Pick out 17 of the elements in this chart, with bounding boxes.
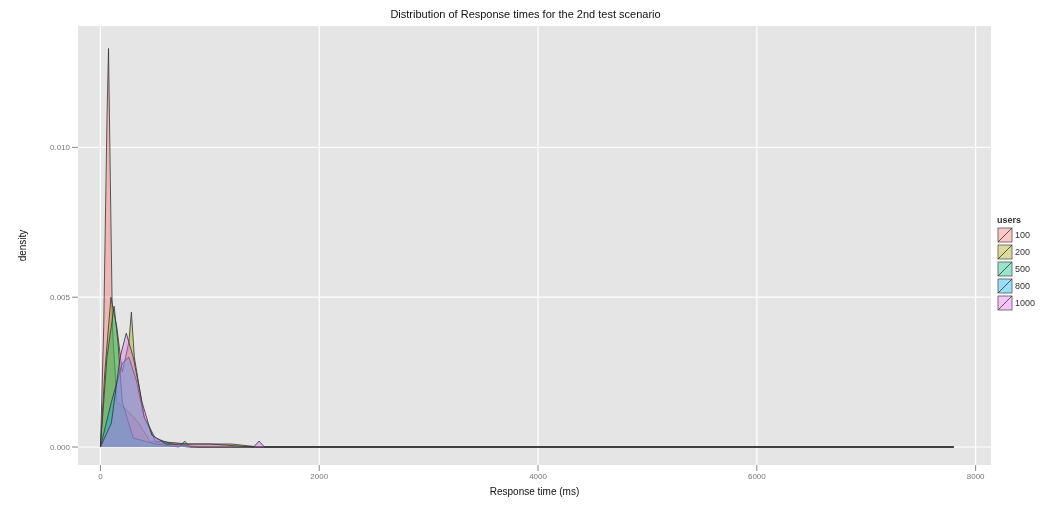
x-tick-label: 2000: [310, 471, 329, 481]
legend-title: users: [996, 215, 1022, 225]
x-tick-label: 4000: [529, 471, 548, 481]
legend-label: 1000: [1014, 298, 1035, 308]
legend-label: 200: [1014, 247, 1030, 257]
chart-title: Distribution of Response times for the 2nd test scenario: [389, 8, 662, 22]
y-axis-title: density: [16, 229, 28, 262]
x-tick-label: 6000: [747, 471, 767, 481]
x-axis-title: Response time (ms): [489, 486, 580, 497]
x-tick-label: 0: [98, 471, 104, 481]
x-tick-label: 8000: [966, 471, 986, 481]
legend-label: 100: [1014, 230, 1030, 240]
y-tick-label: 0.010: [49, 143, 71, 153]
legend-label: 500: [1014, 264, 1030, 274]
legend-label: 800: [1014, 281, 1030, 291]
y-tick-label: 0.005: [49, 293, 71, 303]
y-tick-label: 0.000: [49, 442, 71, 452]
